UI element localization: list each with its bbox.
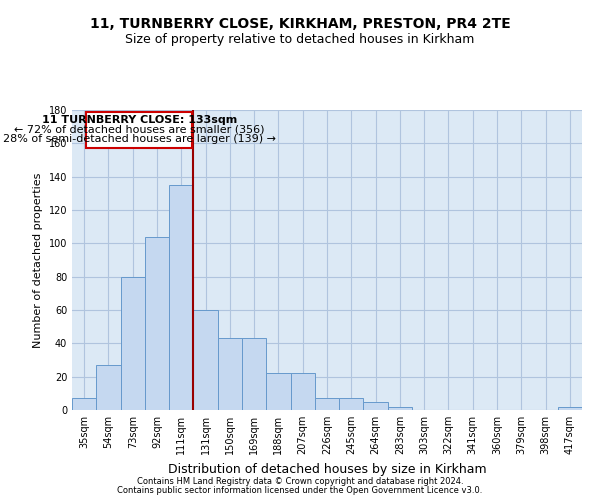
Bar [339, 398, 364, 410]
Bar [290, 374, 315, 410]
Text: 11, TURNBERRY CLOSE, KIRKHAM, PRESTON, PR4 2TE: 11, TURNBERRY CLOSE, KIRKHAM, PRESTON, P… [89, 18, 511, 32]
Bar [121, 276, 145, 410]
Bar [364, 402, 388, 410]
Text: ← 72% of detached houses are smaller (356): ← 72% of detached houses are smaller (35… [14, 124, 265, 134]
Bar [169, 185, 193, 410]
Bar [388, 406, 412, 410]
Bar [72, 398, 96, 410]
Bar [242, 338, 266, 410]
Bar [96, 365, 121, 410]
Text: 11 TURNBERRY CLOSE: 133sqm: 11 TURNBERRY CLOSE: 133sqm [41, 115, 237, 125]
Bar [145, 236, 169, 410]
Bar [315, 398, 339, 410]
Bar [558, 406, 582, 410]
Text: Size of property relative to detached houses in Kirkham: Size of property relative to detached ho… [125, 32, 475, 46]
Bar [218, 338, 242, 410]
Text: Contains HM Land Registry data © Crown copyright and database right 2024.: Contains HM Land Registry data © Crown c… [137, 477, 463, 486]
Bar [193, 310, 218, 410]
Bar [266, 374, 290, 410]
Y-axis label: Number of detached properties: Number of detached properties [33, 172, 43, 348]
Text: Contains public sector information licensed under the Open Government Licence v3: Contains public sector information licen… [118, 486, 482, 495]
Bar [86, 112, 192, 148]
Text: 28% of semi-detached houses are larger (139) →: 28% of semi-detached houses are larger (… [2, 134, 275, 144]
X-axis label: Distribution of detached houses by size in Kirkham: Distribution of detached houses by size … [167, 462, 487, 475]
